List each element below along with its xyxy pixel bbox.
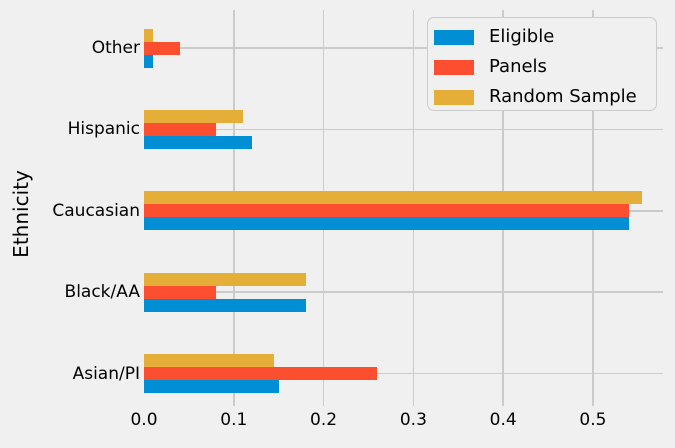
x-tick-label: 0.5: [579, 410, 607, 430]
legend-label: Random Sample: [489, 86, 637, 107]
x-tick-label: 0.1: [220, 410, 248, 430]
legend-item: Random Sample: [428, 82, 656, 112]
bar-random-sample: [144, 109, 243, 123]
bar-panels: [144, 41, 180, 55]
y-tick-label: Hispanic: [67, 119, 140, 140]
bar-eligible: [144, 54, 153, 68]
legend-swatch-icon: [434, 89, 474, 105]
legend-label: Eligible: [489, 26, 555, 47]
legend-item: Panels: [428, 52, 656, 82]
legend-item: Eligible: [428, 22, 656, 52]
bar-eligible: [144, 298, 306, 312]
x-tick-label: 0.4: [489, 410, 517, 430]
x-axis-tick: [592, 397, 594, 406]
bar-eligible: [144, 135, 252, 149]
y-gridline: [144, 128, 663, 131]
bar-random-sample: [144, 272, 306, 286]
x-tick-label: 0.2: [310, 410, 338, 430]
legend-swatch-icon: [434, 29, 474, 45]
x-axis-tick: [412, 397, 415, 406]
x-tick-label: 0.3: [399, 410, 427, 430]
y-tick-label: Other: [91, 38, 140, 58]
x-axis-tick: [502, 397, 504, 406]
bar-panels: [144, 204, 629, 218]
bar-panels: [144, 285, 216, 299]
x-axis-tick: [233, 397, 235, 406]
x-axis-tick: [322, 397, 325, 406]
bar-random-sample: [144, 354, 275, 368]
bar-eligible: [144, 217, 629, 231]
y-tick-label: Black/AA: [64, 282, 140, 303]
plot-area: [144, 10, 663, 397]
y-tick-label: Asian/PI: [72, 363, 140, 384]
y-gridline: [144, 372, 663, 375]
legend-label: Panels: [489, 56, 547, 77]
bar-panels: [144, 367, 378, 381]
legend: Eligible Panels Random Sample: [427, 17, 657, 111]
y-gridline: [144, 47, 663, 49]
bar-random-sample: [144, 191, 643, 205]
bar-eligible: [144, 380, 279, 394]
y-tick-label: Caucasian: [52, 200, 140, 221]
x-tick-label: 0.0: [130, 410, 158, 430]
bar-panels: [144, 122, 216, 136]
y-gridline: [144, 291, 663, 293]
legend-swatch-icon: [434, 59, 474, 75]
bar-random-sample: [144, 28, 153, 42]
